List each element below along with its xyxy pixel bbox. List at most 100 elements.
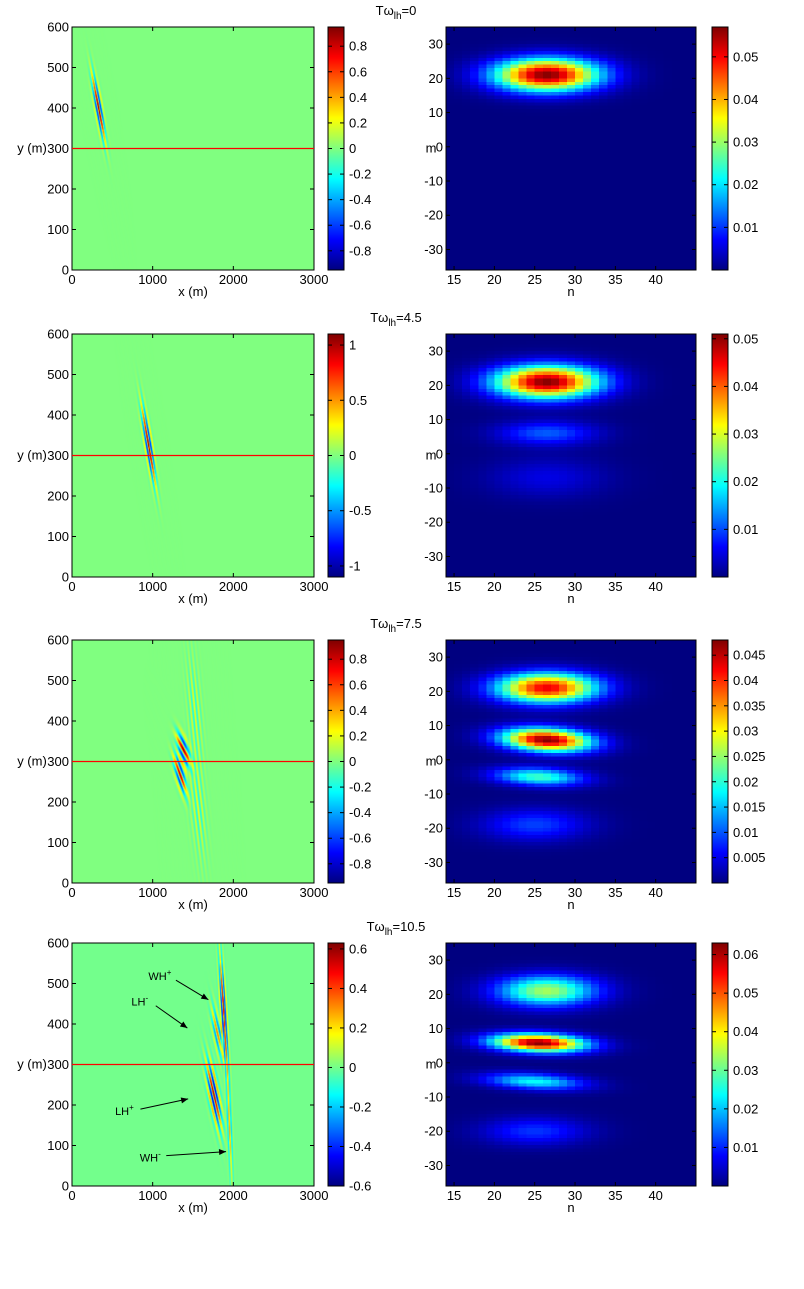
spectrum-axes-3-ytick-label: -30 xyxy=(424,1158,443,1173)
spectrum-axes-0-ylabel: m xyxy=(426,141,437,156)
spectrum-colorbar-2-tick-label: 0.045 xyxy=(733,648,766,663)
wave-label: LH+ xyxy=(115,1103,134,1118)
field-colorbar-3-tick-label: 0.2 xyxy=(349,1020,367,1035)
field-colorbar-0-tick-label: 0.2 xyxy=(349,115,367,130)
field-colorbar-0-tick-label: -0.2 xyxy=(349,167,371,182)
spectrum-axes-2-xtick-label: 25 xyxy=(527,885,541,900)
field-colorbar-2-tick-label: -0.6 xyxy=(349,831,371,846)
field-axes-2-xtick-label: 1000 xyxy=(138,885,167,900)
spectrum-axes-1-xtick-label: 20 xyxy=(487,579,501,594)
field-colorbar-1-tick-label: 0 xyxy=(349,448,356,463)
field-colorbar-2-tick-label: 0 xyxy=(349,754,356,769)
spectrum-axes-3-xlabel: n xyxy=(567,1200,574,1215)
spectrum-axes-0-xlabel: n xyxy=(567,284,574,299)
spectrum-axes-3-xtick-label: 35 xyxy=(608,1188,622,1203)
field-colorbar-2-gradient xyxy=(328,640,344,883)
spectrum-axes-0-ytick-label: 20 xyxy=(429,71,443,86)
spectrum-image-1 xyxy=(446,334,696,577)
spectrum-axes-0-ytick-label: 30 xyxy=(429,37,443,52)
field-axes-2-ytick-label: 100 xyxy=(47,835,69,850)
field-axes-1-xlabel: x (m) xyxy=(178,591,208,606)
field-axes-2-xtick-label: 3000 xyxy=(300,885,329,900)
spectrum-colorbar-1-tick-label: 0.03 xyxy=(733,427,758,442)
field-axes-3-ytick-label: 500 xyxy=(47,976,69,991)
spectrum-colorbar-0-tick-label: 0.02 xyxy=(733,177,758,192)
panel-title: Tωlh=10.5 xyxy=(367,919,426,938)
spectrum-axes-2-xlabel: n xyxy=(567,897,574,912)
field-axes-1-ylabel: y (m) xyxy=(17,448,47,463)
spectrum-colorbar-2-tick-label: 0.015 xyxy=(733,800,766,815)
spectrum-colorbar-0-tick-label: 0.04 xyxy=(733,92,758,107)
field-axes-0-xlabel: x (m) xyxy=(178,284,208,299)
field-colorbar-2-tick-label: -0.8 xyxy=(349,856,371,871)
annotation-arrow xyxy=(166,1151,227,1157)
spectrum-colorbar-2-gradient xyxy=(712,640,728,883)
field-colorbar-1-tick-label: 1 xyxy=(349,338,356,353)
field-axes-2-ytick-label: 400 xyxy=(47,714,69,729)
field-colorbar-3-tick-label: 0.4 xyxy=(349,981,367,996)
spectrum-colorbar-1-frame xyxy=(711,333,729,578)
field-colorbar-2-tick-label: -0.4 xyxy=(349,805,371,820)
spectrum-axes-2-ytick-label: 10 xyxy=(429,718,443,733)
annotation-arrow xyxy=(140,1098,189,1110)
field-axes-1-xtick-label: 1000 xyxy=(138,579,167,594)
spectrum-axes-1-ylabel: m xyxy=(426,448,437,463)
spectrum-axes-3-ylabel: m xyxy=(426,1057,437,1072)
spectrum-axes-3-ytick-label: 0 xyxy=(436,1055,443,1070)
field-colorbar-3-tick-label: 0.6 xyxy=(349,941,367,956)
field-axes-2-ytick-label: 300 xyxy=(47,754,69,769)
spectrum-colorbar-3-tick-label: 0.03 xyxy=(733,1063,758,1078)
field-axes-0-ytick-label: 100 xyxy=(47,222,69,237)
wave-label: WH- xyxy=(140,1150,161,1165)
spectrum-image-2 xyxy=(446,640,696,883)
field-axes-3-xtick-label: 0 xyxy=(68,1188,75,1203)
field-axes-1-ytick-label: 500 xyxy=(47,367,69,382)
spectrum-axes-1-xtick-label: 30 xyxy=(568,579,582,594)
field-axes-1-xtick-label: 2000 xyxy=(219,579,248,594)
field-axes-3-ytick-label: 200 xyxy=(47,1098,69,1113)
spectrum-axes-0-xtick-label: 35 xyxy=(608,272,622,287)
spectrum-axes-3-xtick-label: 25 xyxy=(527,1188,541,1203)
field-axes-3-ytick-label: 600 xyxy=(47,936,69,951)
spectrum-axes-1-xtick-label: 40 xyxy=(648,579,662,594)
spectrum-axes-1-ytick-label: -30 xyxy=(424,549,443,564)
spectrum-axes-2-ytick-label: 20 xyxy=(429,684,443,699)
spectrum-axes-0-ytick-label: -10 xyxy=(424,174,443,189)
spectrum-axes-1-ytick-label: -20 xyxy=(424,515,443,530)
field-colorbar-0-tick-label: -0.4 xyxy=(349,192,371,207)
spectrum-axes-3-ytick-label: -20 xyxy=(424,1124,443,1139)
field-axes-1-ytick-label: 300 xyxy=(47,448,69,463)
spectrum-colorbar-3-tick-label: 0.06 xyxy=(733,947,758,962)
field-colorbar-0-tick-label: 0.8 xyxy=(349,39,367,54)
spectrum-axes-3-xtick-label: 15 xyxy=(447,1188,461,1203)
field-colorbar-2-tick-label: -0.2 xyxy=(349,780,371,795)
spectrum-axes-2-ytick-label: 30 xyxy=(429,650,443,665)
field-colorbar-3-tick-label: 0 xyxy=(349,1060,356,1075)
spectrum-colorbar-0-tick-label: 0.01 xyxy=(733,220,758,235)
spectrum-colorbar-2-tick-label: 0.005 xyxy=(733,850,766,865)
field-colorbar-1-tick-label: 0.5 xyxy=(349,393,367,408)
field-axes-3-ytick-label: 100 xyxy=(47,1138,69,1153)
spectrum-axes-0-frame xyxy=(445,26,697,271)
spectrum-axes-2-frame xyxy=(445,639,697,884)
spectrum-axes-2-xtick-label: 15 xyxy=(447,885,461,900)
field-colorbar-3-tick-label: -0.2 xyxy=(349,1099,371,1114)
spectrum-colorbar-3-frame xyxy=(711,942,729,1187)
spectrum-colorbar-0-tick-label: 0.05 xyxy=(733,49,758,64)
field-colorbar-3-frame xyxy=(327,942,345,1187)
field-colorbar-3-tick-label: -0.6 xyxy=(349,1179,371,1194)
field-colorbar-0-tick-label: 0.6 xyxy=(349,64,367,79)
field-axes-0-ytick-label: 500 xyxy=(47,60,69,75)
field-axes-2-ytick-label: 0 xyxy=(62,876,69,891)
spectrum-colorbar-2-tick-label: 0.035 xyxy=(733,698,766,713)
spectrum-axes-1-ytick-label: 10 xyxy=(429,412,443,427)
field-colorbar-0-gradient xyxy=(328,27,344,270)
spectrum-colorbar-2-frame xyxy=(711,639,729,884)
field-axes-2-ytick-label: 200 xyxy=(47,795,69,810)
spectrum-axes-0-xtick-label: 15 xyxy=(447,272,461,287)
spectrum-axes-0-xtick-label: 40 xyxy=(648,272,662,287)
wave-label: LH- xyxy=(131,994,148,1009)
spectrum-axes-0-ytick-label: 10 xyxy=(429,105,443,120)
field-axes-0-xtick-label: 2000 xyxy=(219,272,248,287)
field-axes-3-ylabel: y (m) xyxy=(17,1057,47,1072)
